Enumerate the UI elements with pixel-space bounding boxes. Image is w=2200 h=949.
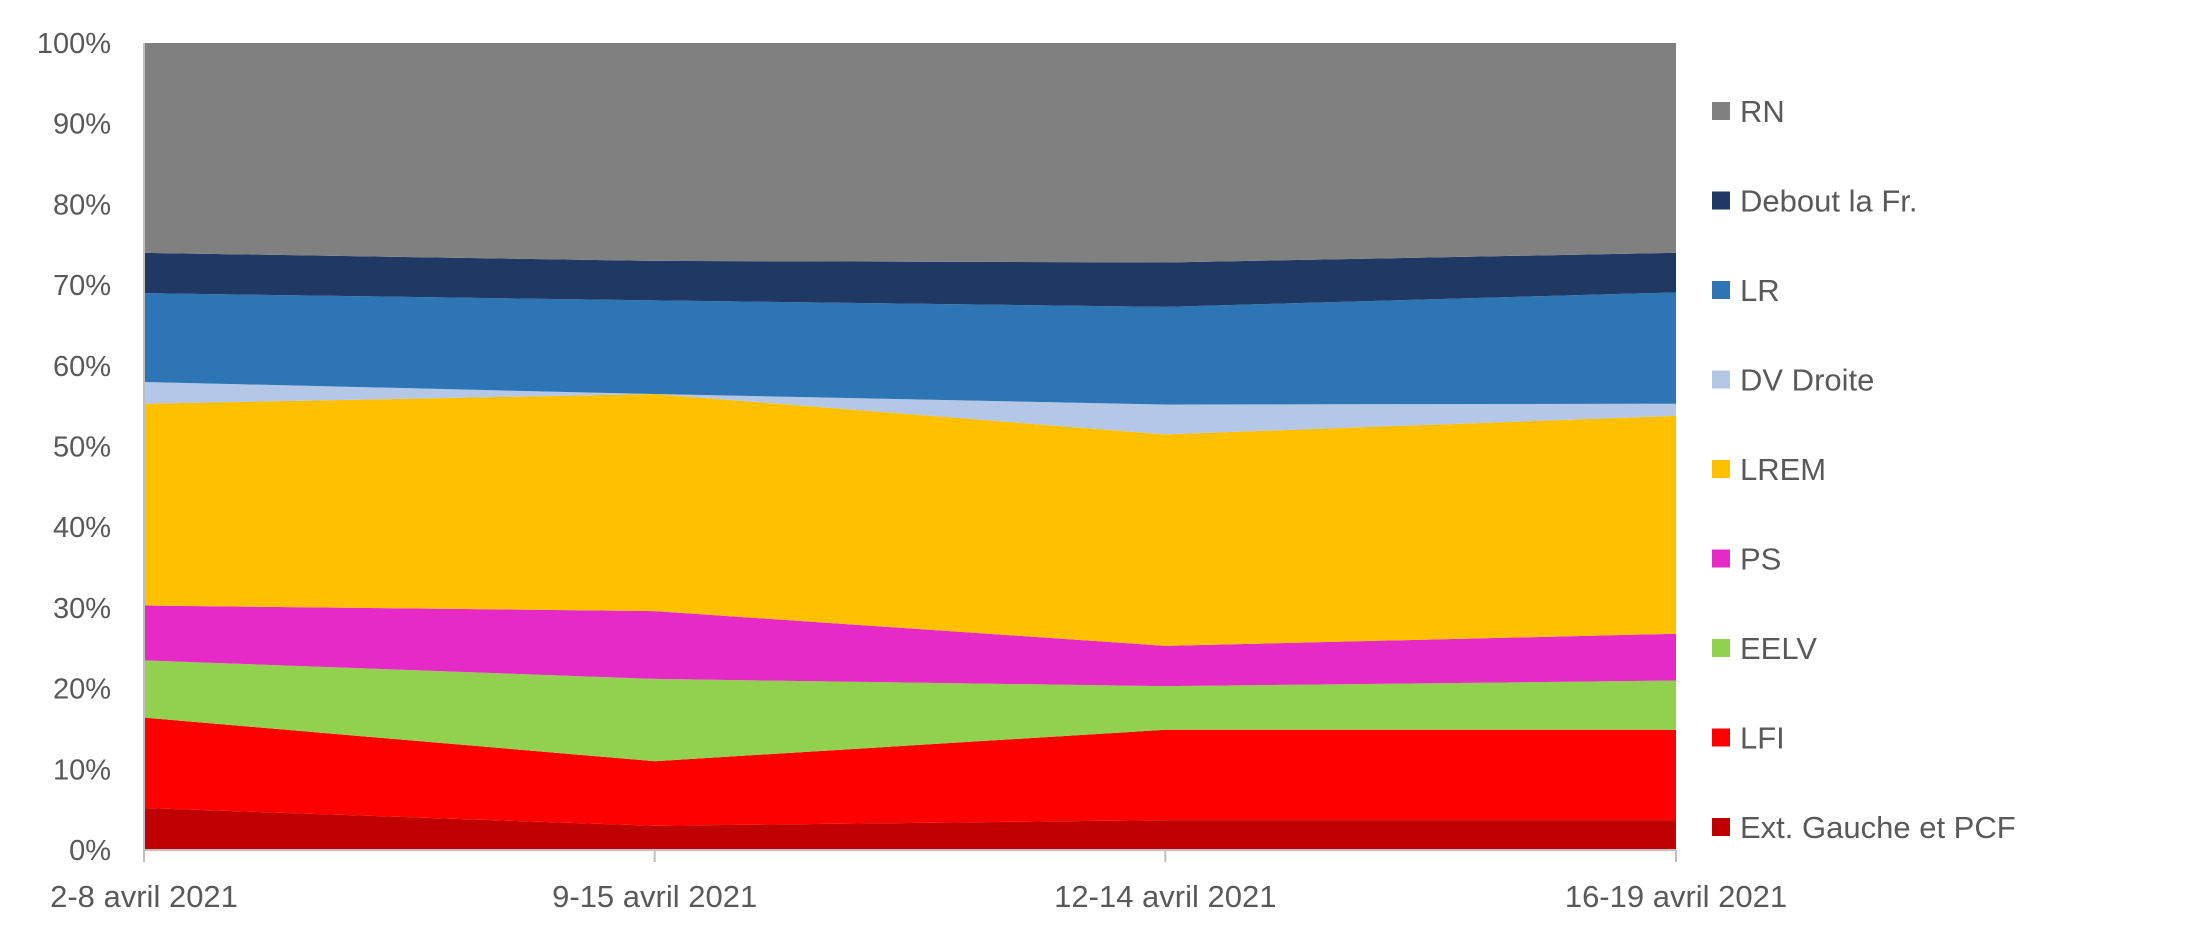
area-lrem [144, 394, 1676, 646]
area-lr [144, 292, 1676, 405]
x-tick-label: 12-14 avril 2021 [1054, 879, 1276, 914]
y-tick-label: 20% [53, 674, 111, 706]
area-dv-droite [144, 381, 1676, 435]
y-axis-tick-labels: 0% 10% 20% 30% 40% 50% 60% 70% 80% 90% 100% [37, 28, 111, 867]
area-lfi [144, 717, 1676, 826]
legend-swatch-dv-droite [1712, 370, 1730, 389]
legend-label-eelv: EELV [1740, 631, 1817, 666]
legend-label-lr: LR [1740, 273, 1780, 308]
area-ps [144, 605, 1676, 687]
axes [143, 43, 1677, 862]
legend-label-debout-la-fr: Debout la Fr. [1740, 184, 1917, 219]
area-rn [144, 43, 1676, 263]
x-tick-label: 16-19 avril 2021 [1565, 879, 1787, 914]
y-tick-label: 30% [53, 593, 111, 625]
legend-label-ps: PS [1740, 542, 1781, 577]
legend: RN Debout la Fr. LR DV Droite LREM PS EELV LFI E… [1712, 94, 2016, 845]
y-tick-label: 60% [53, 351, 111, 383]
legend-swatch-lfi [1712, 728, 1730, 747]
series-areas [144, 43, 1676, 850]
legend-label-lfi: LFI [1740, 721, 1785, 756]
legend-swatch-debout-la-fr [1712, 191, 1730, 210]
y-tick-label: 90% [53, 109, 111, 141]
x-tick-label: 2-8 avril 2021 [50, 879, 238, 914]
legend-label-lrem: LREM [1740, 452, 1826, 487]
y-tick-label: 0% [69, 835, 111, 867]
legend-label-ext-gauche-et-pcf: Ext. Gauche et PCF [1740, 810, 2016, 845]
y-tick-label: 50% [53, 432, 111, 464]
y-tick-label: 70% [53, 270, 111, 302]
area-ext-gauche-et-pcf [144, 808, 1676, 850]
legend-swatch-lrem [1712, 460, 1730, 478]
y-tick-label: 10% [53, 754, 111, 786]
x-axis-tick-labels: 2-8 avril 2021 9-15 avril 2021 12-14 avril… [50, 879, 1787, 914]
area-debout-la-fr [144, 252, 1676, 307]
y-tick-label: 100% [37, 28, 111, 60]
legend-swatch-rn [1712, 102, 1730, 120]
legend-swatch-eelv [1712, 639, 1730, 657]
area-eelv [144, 660, 1676, 762]
y-tick-label: 80% [53, 189, 111, 221]
y-tick-label: 40% [53, 512, 111, 544]
legend-label-rn: RN [1740, 94, 1785, 129]
legend-label-dv-droite: DV Droite [1740, 363, 1874, 398]
x-tick-label: 9-15 avril 2021 [552, 879, 757, 914]
legend-swatch-ext-gauche-et-pcf [1712, 818, 1730, 836]
legend-swatch-ps [1712, 549, 1730, 568]
legend-swatch-lr [1712, 281, 1730, 299]
